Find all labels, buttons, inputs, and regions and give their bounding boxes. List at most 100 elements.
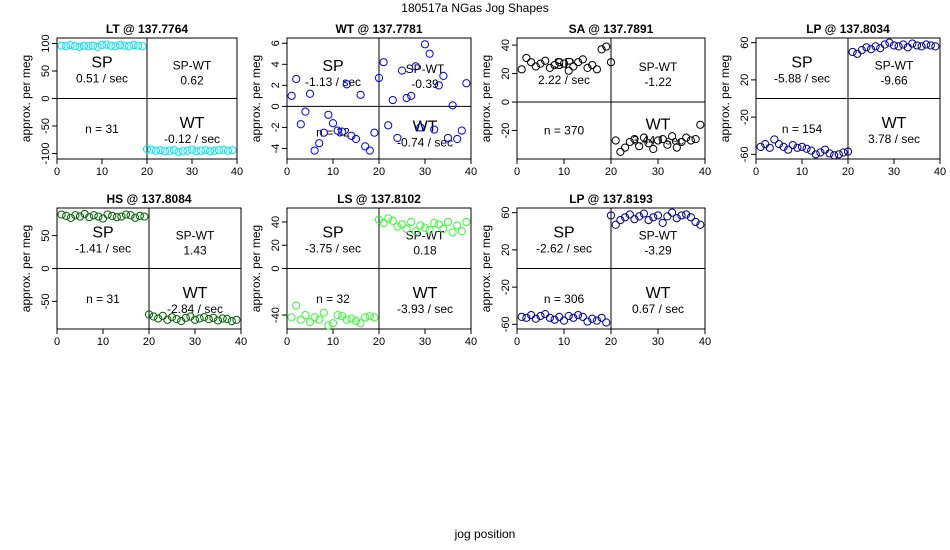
data-point: [61, 42, 71, 51]
data-point: [94, 212, 103, 221]
data-point: [625, 210, 634, 219]
data-point: [691, 134, 700, 144]
data-point: [214, 146, 224, 155]
x-tick-label: 40: [465, 336, 477, 348]
data-point: [857, 46, 866, 55]
sp-rate: -2.62 / sec: [536, 241, 592, 255]
data-point: [517, 312, 526, 321]
x-tick-label: 0: [54, 336, 60, 348]
data-point: [569, 62, 578, 71]
data-point: [402, 224, 411, 234]
data-point: [370, 313, 379, 322]
data-point: [564, 311, 573, 321]
y-tick-label: -4: [270, 144, 282, 154]
data-point: [160, 147, 170, 156]
data-point: [588, 60, 597, 70]
y-tick-label: 20: [500, 67, 512, 79]
sp-label: SP: [791, 54, 812, 71]
data-point: [71, 211, 80, 220]
wt-rate: 3.78 / sec: [868, 132, 920, 146]
y-tick-label: 0: [270, 103, 282, 109]
data-point: [149, 312, 158, 321]
data-point: [672, 143, 681, 152]
data-point: [169, 146, 179, 155]
data-point: [616, 147, 625, 156]
data-point: [677, 137, 686, 147]
wt-rate: -3.93 / sec: [397, 302, 453, 316]
spwt-value: 0.18: [413, 243, 437, 257]
data-point: [154, 314, 163, 323]
data-point: [138, 42, 147, 51]
data-point: [219, 145, 228, 154]
data-point: [117, 212, 126, 221]
figure-xlabel: jog position: [454, 527, 516, 541]
data-point: [639, 209, 649, 218]
data-point: [183, 146, 192, 155]
data-point: [167, 313, 177, 322]
y-tick-label: -60: [500, 316, 512, 332]
panel-title: LP @ 137.8034: [806, 22, 890, 36]
data-point: [338, 127, 347, 136]
data-point: [668, 132, 677, 141]
data-point: [213, 316, 223, 325]
y-tick-label: -100: [40, 142, 52, 164]
data-point: [420, 40, 430, 49]
data-point: [784, 145, 793, 154]
sp-label: SP: [322, 58, 343, 75]
data-point: [545, 63, 555, 72]
data-point: [227, 317, 236, 326]
wt-rate: -0.74 / sec: [397, 136, 453, 150]
panel-title: SA @ 137.7891: [569, 22, 654, 36]
data-point: [319, 308, 328, 317]
data-point: [696, 120, 705, 129]
data-point: [292, 301, 301, 310]
data-point: [682, 133, 691, 142]
n-count: n = 32: [316, 292, 350, 306]
data-point: [204, 315, 213, 324]
data-point: [425, 226, 434, 235]
wt-label: WT: [413, 285, 438, 302]
y-tick-label: 2: [270, 82, 282, 88]
y-tick-label: 20: [270, 239, 282, 251]
spwt-value: -9.66: [880, 73, 908, 87]
x-tick-label: 30: [186, 166, 198, 178]
data-point: [691, 217, 700, 227]
data-point: [425, 49, 434, 58]
data-point: [111, 42, 120, 51]
data-point: [351, 316, 361, 325]
data-point: [310, 146, 319, 155]
data-point: [388, 95, 397, 105]
data-point: [663, 212, 672, 221]
x-tick-label: 10: [327, 336, 339, 348]
y-tick-label: 60: [739, 37, 751, 49]
y-tick-label: 6: [270, 40, 282, 46]
data-point: [388, 216, 397, 225]
data-point: [621, 143, 630, 152]
data-point: [416, 123, 425, 132]
data-point: [296, 315, 305, 324]
y-axis-label: approx. per meg: [479, 225, 493, 312]
data-point: [124, 42, 134, 51]
data-point: [811, 150, 820, 159]
data-point: [616, 216, 625, 225]
data-point: [347, 314, 356, 323]
panel-title: WT @ 137.7781: [335, 22, 422, 36]
data-point: [625, 137, 634, 147]
data-point: [129, 41, 138, 50]
data-point: [545, 313, 555, 322]
data-point: [88, 41, 98, 50]
data-point: [75, 212, 85, 221]
x-tick-label: 20: [373, 336, 385, 348]
data-point: [644, 139, 653, 148]
data-point: [876, 44, 885, 53]
x-tick-label: 20: [373, 166, 385, 178]
data-point: [453, 134, 462, 144]
data-point: [889, 41, 899, 50]
wt-label: WT: [180, 115, 205, 132]
y-tick-label: 0: [270, 265, 282, 271]
data-point: [830, 151, 839, 160]
wt-label: WT: [183, 285, 208, 302]
data-point: [120, 41, 129, 50]
wt-label: WT: [882, 115, 907, 132]
data-point: [342, 315, 351, 324]
